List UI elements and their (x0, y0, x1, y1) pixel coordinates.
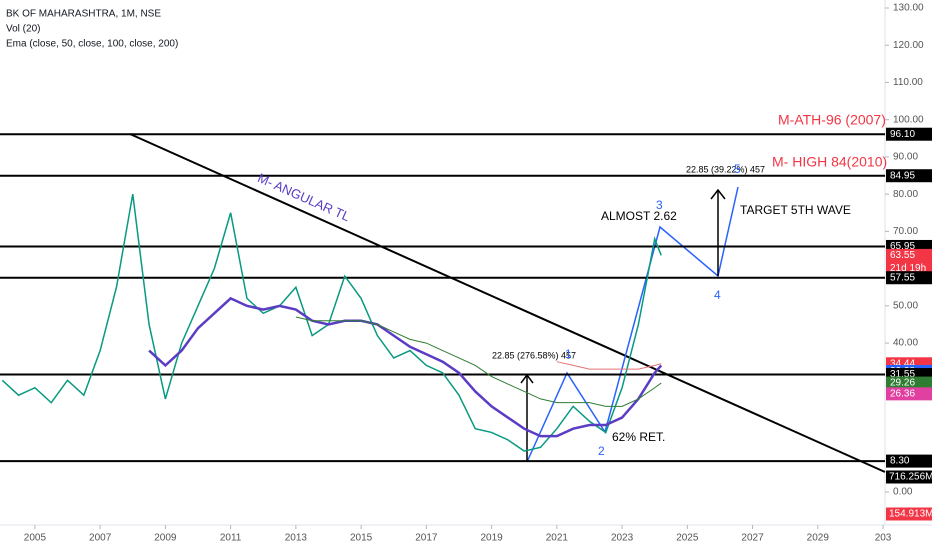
volume-label: Vol (20) (6, 24, 40, 35)
price-badge-label: 63.55 (890, 250, 915, 261)
y-tick-label: 80.00 (893, 189, 918, 200)
annotation: 3 (656, 198, 663, 212)
price-badge (886, 387, 932, 401)
x-tick-label: 203 (875, 533, 892, 544)
price-badge (886, 271, 932, 285)
price-badge-label: 34.44 (890, 358, 915, 369)
x-tick-label: 2009 (154, 533, 177, 544)
y-tick-label: 130.00 (893, 3, 924, 14)
volume-badge (886, 470, 932, 484)
x-tick-label: 2023 (611, 533, 634, 544)
y-tick-label: 70.00 (893, 226, 918, 237)
series-line (556, 361, 662, 370)
x-tick-label: 2025 (676, 533, 699, 544)
x-tick-label: 2029 (807, 533, 830, 544)
annotation: 4 (714, 288, 721, 302)
price-badge-label: 96.10 (890, 129, 915, 140)
x-tick-label: 2017 (415, 533, 438, 544)
x-tick-label: 2015 (350, 533, 373, 544)
price-badge (886, 454, 932, 468)
angular-trendline (129, 133, 886, 473)
y-tick-label: 110.00 (893, 77, 923, 88)
price-badge (886, 376, 932, 390)
x-tick-label: 2007 (89, 533, 112, 544)
y-tick-label: 0.00 (893, 487, 913, 498)
price-badge-label: 8.30 (890, 456, 910, 467)
x-tick-label: 2011 (220, 533, 242, 544)
wave-path (526, 186, 739, 463)
x-tick-label: 2019 (480, 533, 503, 544)
symbol-title: BK OF MAHARASHTRA, 1M, NSE (6, 9, 161, 20)
price-badge-label: 29.26 (890, 378, 915, 389)
annotation: 2 (598, 444, 605, 458)
y-tick-label: 100.00 (893, 114, 924, 125)
x-tick-label: 2005 (24, 533, 47, 544)
price-badge-label: 57.55 (890, 272, 915, 283)
price-badge-label: 65.95 (890, 241, 915, 252)
x-tick-label: 2027 (741, 533, 764, 544)
x-tick-label: 2013 (285, 533, 308, 544)
annotation: ALMOST 2.62 (601, 209, 677, 223)
y-tick-label: 90.00 (893, 152, 918, 163)
price-badge (886, 169, 932, 183)
price-badge-sublabel: 21d 19h (890, 263, 926, 274)
price-badge (886, 127, 932, 141)
annotation: 22.85 (39.22%) 457 (686, 164, 765, 174)
volume-badge-label: 716.256M (889, 472, 932, 483)
price-badge-label: 31.55 (890, 369, 915, 380)
series-line (295, 316, 662, 407)
series-line (1, 194, 662, 452)
annotation: M- HIGH 84(2010) (772, 154, 887, 170)
annotation: TARGET 5TH WAVE (740, 203, 851, 217)
series-line (148, 296, 663, 438)
y-tick-label: 40.00 (893, 338, 918, 349)
price-badge-label: 26.36 (890, 389, 915, 400)
annotation: 62% RET. (612, 430, 665, 444)
y-tick-label: 50.00 (893, 300, 918, 311)
price-badge (886, 248, 932, 275)
volume-badge-label: 154.913M (889, 509, 932, 520)
ema-label: Ema (close, 50, close, 100, close, 200) (6, 39, 178, 50)
x-tick-label: 2021 (546, 533, 569, 544)
target-arrowhead (710, 188, 726, 200)
annotation: 22.85 (276.58%) 457 (492, 350, 576, 360)
annotation: M-ATH-96 (2007) (778, 112, 886, 128)
price-badge-label: 84.95 (890, 170, 915, 181)
volume-badge (886, 507, 932, 521)
annotation: 1 (565, 347, 572, 361)
y-tick-label: 120.00 (893, 40, 924, 51)
annotation: 5 (734, 162, 741, 176)
